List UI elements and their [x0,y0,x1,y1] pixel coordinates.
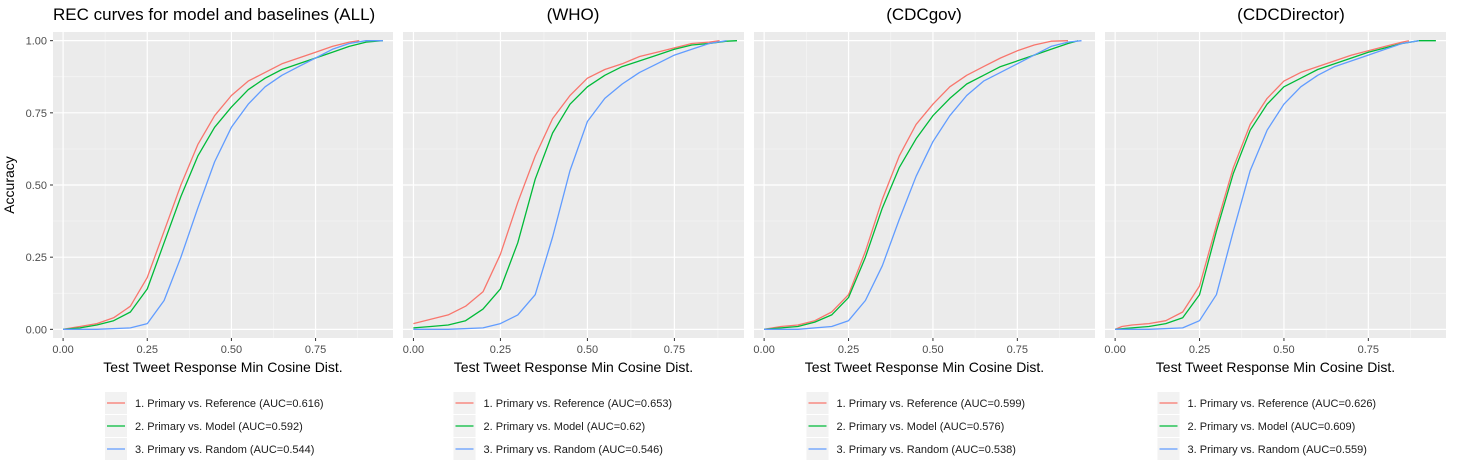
x-tick-label: 0.00 [1104,344,1125,356]
legend: 1. Primary vs. Reference (AUC=0.599) 2. P… [806,392,1026,460]
panel-title: REC curves for model and baselines (ALL) [53,5,375,24]
y-tick-label: 1.00 [26,36,47,48]
legend: 1. Primary vs. Reference (AUC=0.626) 2. P… [1157,392,1377,460]
x-tick-label: 0.00 [753,344,774,356]
x-tick-label: 0.25 [1189,344,1210,356]
series-line-3 [764,40,1082,330]
x-tick-label: 0.00 [403,344,424,356]
series-line-1 [1114,40,1410,330]
series-line-1 [62,40,360,330]
legend: 1. Primary vs. Reference (AUC=0.616) 2. P… [105,392,324,460]
x-tick-label: 0.50 [922,344,943,356]
panel-4: 0.00 0.25 0.50 0.75 (CDCDirector) Test Tweet … [1104,5,1446,460]
panel-title: (CDCgov) [886,5,962,24]
x-axis-label: Test Tweet Response Min Cosine Dist. [454,359,693,375]
panel-title: (CDCDirector) [1237,5,1345,24]
series-line-1 [763,40,1069,330]
panel-2: 0.00 0.25 0.50 0.75 (WHO) Test Tweet Response… [403,5,744,460]
x-tick-label: 0.75 [1007,344,1028,356]
y-tick-label: 0.00 [26,324,47,336]
x-tick-label: 0.25 [490,344,511,356]
x-tick-label: 0.50 [577,344,598,356]
series-line-3 [1115,40,1420,330]
x-tick-label: 0.50 [1273,344,1294,356]
x-tick-label: 0.75 [1358,344,1379,356]
series-line-2 [63,40,383,330]
x-axis-label: Test Tweet Response Min Cosine Dist. [103,359,342,375]
series-line-2 [413,40,738,329]
legend-label: 2. Primary vs. Model (AUC=0.609) [1188,421,1356,433]
series-line-1 [413,40,720,325]
x-tick-label: 0.50 [221,344,242,356]
x-tick-label: 0.75 [305,344,326,356]
legend-label: 1. Primary vs. Reference (AUC=0.599) [837,398,1026,410]
legend: 1. Primary vs. Reference (AUC=0.653) 2. P… [453,392,673,460]
x-tick-label: 0.75 [664,344,685,356]
series-line-2 [1115,40,1436,330]
x-axis-label: Test Tweet Response Min Cosine Dist. [805,359,1044,375]
legend-label: 2. Primary vs. Model (AUC=0.592) [135,421,303,433]
legend-label: 3. Primary vs. Random (AUC=0.546) [484,444,663,456]
legend-label: 3. Primary vs. Random (AUC=0.538) [837,444,1016,456]
y-tick-label: 0.75 [26,108,47,120]
y-tick-label: 0.50 [26,180,47,192]
legend-label: 2. Primary vs. Model (AUC=0.576) [837,421,1005,433]
series-line-3 [413,40,727,330]
legend-label: 1. Primary vs. Reference (AUC=0.626) [1188,398,1377,410]
panel-1: 0.00 0.25 0.50 0.75 0.00 0.25 0.50 0.75 1.00 REC … [26,5,393,460]
legend-label: 1. Primary vs. Reference (AUC=0.616) [135,398,324,410]
y-axis-label: Accuracy [1,156,17,214]
legend-label: 1. Primary vs. Reference (AUC=0.653) [484,398,673,410]
panel-3: 0.00 0.25 0.50 0.75 (CDCgov) Test Tweet Respo… [753,5,1095,460]
x-tick-label: 0.25 [838,344,859,356]
x-tick-label: 0.00 [52,344,73,356]
legend-label: 3. Primary vs. Random (AUC=0.559) [1188,444,1367,456]
series-line-3 [63,40,383,330]
x-tick-label: 0.25 [137,344,158,356]
panel-title: (WHO) [547,5,600,24]
y-tick-label: 0.25 [26,252,47,264]
x-axis-label: Test Tweet Response Min Cosine Dist. [1156,359,1395,375]
legend-label: 2. Primary vs. Model (AUC=0.62) [484,421,646,433]
legend-label: 3. Primary vs. Random (AUC=0.544) [135,444,314,456]
